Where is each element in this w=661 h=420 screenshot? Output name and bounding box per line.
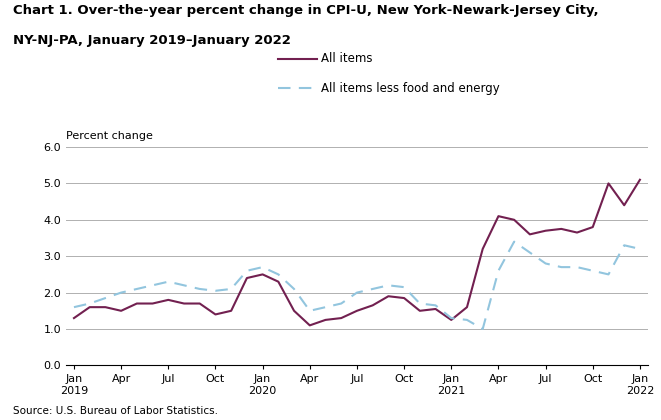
- All items: [573, 230, 581, 235]
- All items: [165, 297, 173, 302]
- All items less food and energy: [149, 283, 157, 288]
- All items: [463, 304, 471, 310]
- All items: [243, 276, 251, 281]
- All items: [494, 214, 502, 219]
- All items less food and energy: [196, 286, 204, 291]
- All items less food and energy: [212, 288, 219, 293]
- All items: [70, 315, 78, 320]
- All items: [306, 323, 314, 328]
- All items less food and energy: [589, 268, 597, 273]
- All items: [337, 315, 345, 320]
- All items: [101, 304, 109, 310]
- All items less food and energy: [463, 318, 471, 323]
- All items less food and energy: [400, 285, 408, 290]
- All items less food and energy: [321, 304, 329, 310]
- All items: [620, 203, 628, 208]
- All items: [636, 177, 644, 182]
- All items: [541, 228, 549, 233]
- All items less food and energy: [227, 286, 235, 291]
- All items: [196, 301, 204, 306]
- All items less food and energy: [274, 272, 282, 277]
- All items less food and energy: [557, 265, 565, 270]
- All items: [290, 308, 298, 313]
- Text: NY-NJ-PA, January 2019–January 2022: NY-NJ-PA, January 2019–January 2022: [13, 34, 291, 47]
- All items: [149, 301, 157, 306]
- Text: Percent change: Percent change: [66, 131, 153, 141]
- All items less food and energy: [510, 239, 518, 244]
- All items: [180, 301, 188, 306]
- All items less food and energy: [353, 290, 361, 295]
- All items less food and energy: [605, 272, 613, 277]
- All items: [589, 225, 597, 230]
- All items: [557, 226, 565, 231]
- All items less food and energy: [117, 290, 125, 295]
- All items less food and energy: [526, 250, 534, 255]
- All items: [369, 303, 377, 308]
- All items less food and energy: [479, 326, 486, 331]
- All items: [447, 318, 455, 323]
- All items: [274, 279, 282, 284]
- All items: [416, 308, 424, 313]
- All items less food and energy: [620, 243, 628, 248]
- Line: All items less food and energy: All items less food and energy: [74, 241, 640, 329]
- All items: [400, 296, 408, 301]
- Line: All items: All items: [74, 180, 640, 326]
- Text: Chart 1. Over-the-year percent change in CPI-U, New York-Newark-Jersey City,: Chart 1. Over-the-year percent change in…: [13, 4, 599, 17]
- Text: All items less food and energy: All items less food and energy: [321, 82, 499, 94]
- All items less food and energy: [306, 308, 314, 313]
- All items less food and energy: [133, 286, 141, 291]
- All items less food and energy: [290, 286, 298, 291]
- All items less food and energy: [337, 301, 345, 306]
- All items: [321, 318, 329, 323]
- Text: Source: U.S. Bureau of Labor Statistics.: Source: U.S. Bureau of Labor Statistics.: [13, 406, 218, 416]
- All items less food and energy: [101, 296, 109, 301]
- All items less food and energy: [573, 265, 581, 270]
- All items: [526, 232, 534, 237]
- All items less food and energy: [165, 279, 173, 284]
- All items less food and energy: [447, 315, 455, 320]
- All items less food and energy: [494, 268, 502, 273]
- All items less food and energy: [180, 283, 188, 288]
- All items: [133, 301, 141, 306]
- All items: [432, 307, 440, 312]
- All items less food and energy: [385, 283, 393, 288]
- All items less food and energy: [636, 247, 644, 252]
- All items less food and energy: [258, 265, 266, 270]
- All items: [385, 294, 393, 299]
- All items less food and energy: [70, 304, 78, 310]
- All items: [479, 247, 486, 252]
- All items less food and energy: [432, 303, 440, 308]
- All items: [353, 308, 361, 313]
- All items: [117, 308, 125, 313]
- Text: All items: All items: [321, 52, 372, 65]
- All items: [605, 181, 613, 186]
- All items: [212, 312, 219, 317]
- All items: [227, 308, 235, 313]
- All items less food and energy: [243, 268, 251, 273]
- All items less food and energy: [86, 301, 94, 306]
- All items less food and energy: [369, 286, 377, 291]
- All items less food and energy: [416, 301, 424, 306]
- All items less food and energy: [541, 261, 549, 266]
- All items: [86, 304, 94, 310]
- All items: [258, 272, 266, 277]
- All items: [510, 217, 518, 222]
